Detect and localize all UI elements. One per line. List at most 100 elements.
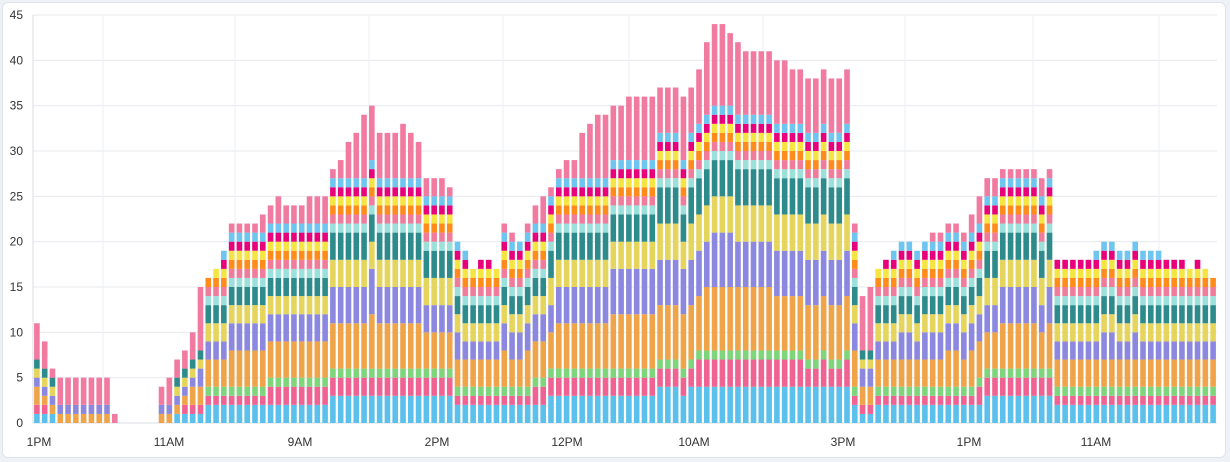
bar-segment bbox=[1023, 205, 1029, 215]
bar-segment bbox=[665, 259, 671, 306]
bar-segment bbox=[244, 250, 251, 260]
bar-segment bbox=[524, 350, 531, 387]
bar-segment bbox=[774, 151, 780, 161]
bar-segment bbox=[259, 250, 266, 260]
bar-segment bbox=[291, 386, 297, 405]
bar-segment bbox=[711, 105, 718, 115]
bar-segment bbox=[540, 404, 547, 423]
bar-segment bbox=[1202, 341, 1209, 360]
bar-segment bbox=[922, 241, 928, 251]
bar-segment bbox=[1062, 404, 1068, 423]
bar-segment bbox=[1109, 241, 1115, 251]
bar-segment bbox=[1031, 196, 1037, 206]
bar-segment bbox=[961, 332, 967, 360]
bar-segment bbox=[742, 123, 749, 133]
bar-segment bbox=[376, 196, 383, 206]
bar-segment bbox=[610, 214, 617, 242]
bar-segment bbox=[501, 305, 508, 324]
bar-segment bbox=[657, 160, 663, 170]
bar-segment bbox=[1116, 359, 1123, 387]
bar-segment bbox=[1077, 305, 1084, 324]
bar-segment bbox=[742, 114, 749, 124]
bar-segment bbox=[961, 404, 967, 423]
bar-segment bbox=[898, 395, 905, 405]
bar-segment bbox=[851, 232, 858, 242]
bar-segment bbox=[1031, 178, 1037, 188]
bar-segment bbox=[1031, 169, 1037, 179]
bar-segment bbox=[813, 187, 819, 224]
bar-segment bbox=[672, 151, 679, 161]
bar-segment bbox=[898, 287, 905, 297]
bar-segment bbox=[267, 341, 274, 378]
bar-segment bbox=[813, 359, 819, 369]
bar-segment bbox=[221, 305, 227, 324]
bar-segment bbox=[517, 268, 523, 278]
bar-segment bbox=[540, 314, 547, 342]
bar-segment bbox=[1015, 178, 1022, 188]
bar-segment bbox=[454, 277, 461, 287]
bar-segment bbox=[968, 214, 975, 233]
bar-segment bbox=[641, 205, 648, 215]
bar-segment bbox=[1109, 314, 1115, 333]
bar-segment bbox=[88, 413, 95, 423]
bar-segment bbox=[789, 69, 796, 124]
bar-segment bbox=[1015, 232, 1022, 260]
bar-segment bbox=[820, 123, 827, 133]
bar-segment bbox=[758, 151, 765, 161]
bar-segment bbox=[953, 386, 959, 396]
bar-segment bbox=[1085, 323, 1092, 342]
bar-segment bbox=[602, 368, 609, 378]
bar-segment bbox=[1171, 268, 1177, 278]
bar-segment bbox=[423, 377, 430, 396]
bar-segment bbox=[431, 332, 437, 369]
bar-segment bbox=[532, 205, 539, 224]
bar-segment bbox=[1179, 386, 1185, 396]
bar-segment bbox=[369, 187, 375, 197]
bar-segment bbox=[330, 377, 336, 396]
bar-segment bbox=[213, 341, 219, 360]
bar-segment bbox=[353, 196, 360, 206]
bar-segment bbox=[283, 241, 289, 251]
bar-segment bbox=[875, 404, 881, 423]
bar-segment bbox=[439, 232, 445, 242]
bar-segment bbox=[1077, 268, 1084, 278]
bar-segment bbox=[400, 323, 406, 369]
bar-segment bbox=[992, 223, 998, 233]
bar-segment bbox=[345, 196, 352, 206]
bar-segment bbox=[392, 323, 399, 369]
bar-segment bbox=[657, 151, 663, 161]
bar-segment bbox=[618, 178, 624, 188]
bar-segment bbox=[1155, 305, 1162, 324]
bar-segment bbox=[548, 277, 554, 306]
bar-segment bbox=[517, 241, 523, 251]
bar-segment bbox=[322, 268, 328, 278]
bar-segment bbox=[750, 141, 757, 151]
bar-segment bbox=[696, 169, 702, 179]
bar-segment bbox=[1093, 287, 1100, 297]
bar-segment bbox=[384, 223, 391, 233]
bar-segment bbox=[400, 178, 406, 188]
bar-segment bbox=[439, 205, 445, 215]
bar-segment bbox=[968, 268, 975, 278]
bar-segment bbox=[532, 241, 539, 251]
bar-segment bbox=[1179, 277, 1185, 287]
bar-segment bbox=[914, 323, 920, 342]
bar-segment bbox=[680, 377, 687, 396]
bar-segment bbox=[555, 178, 562, 188]
bar-segment bbox=[610, 205, 617, 215]
bar-segment bbox=[384, 395, 391, 423]
bar-segment bbox=[696, 123, 702, 133]
bar-segment bbox=[478, 395, 484, 405]
bar-segment bbox=[945, 259, 952, 269]
bar-segment bbox=[1124, 395, 1131, 405]
bar-segment bbox=[774, 141, 780, 151]
bar-segment bbox=[594, 205, 601, 215]
bar-segment bbox=[563, 205, 570, 215]
bar-segment bbox=[1140, 287, 1146, 297]
bar-segment bbox=[789, 169, 796, 179]
bar-segment bbox=[431, 277, 437, 306]
bar-segment bbox=[633, 241, 640, 269]
bar-segment bbox=[1140, 359, 1146, 387]
bar-segment bbox=[781, 214, 788, 251]
bar-segment bbox=[961, 277, 967, 287]
